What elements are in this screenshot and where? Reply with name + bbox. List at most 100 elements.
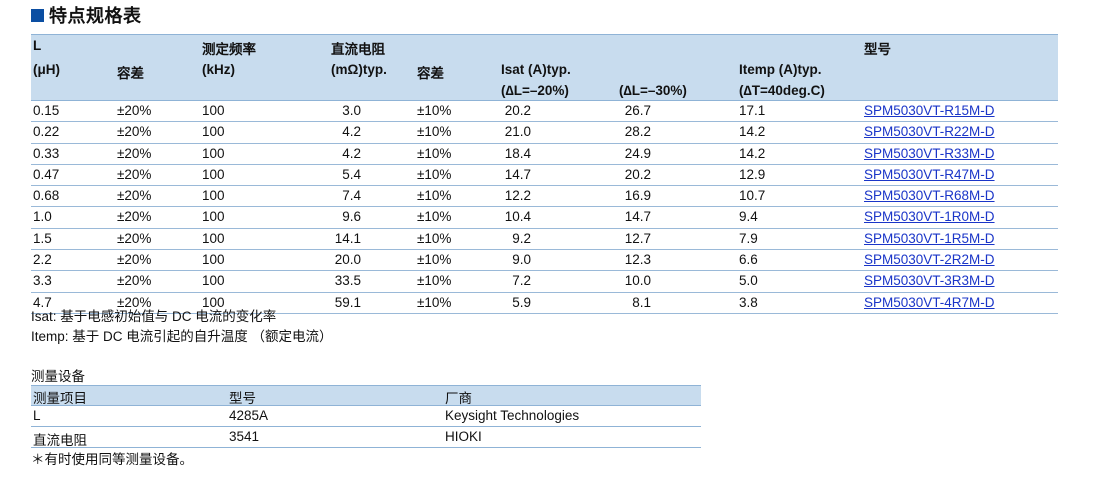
part-number-link[interactable]: SPM5030VT-R15M-D xyxy=(864,103,995,118)
cell-isat20: 9.2 xyxy=(512,230,531,246)
cell-part: SPM5030VT-1R5M-D xyxy=(864,231,995,246)
cell-isat20: 9.0 xyxy=(512,252,531,268)
eq-cell-model: 4285A xyxy=(229,408,269,423)
cell-part: SPM5030VT-2R2M-D xyxy=(864,252,995,267)
cell-tol: ±20% xyxy=(117,124,152,140)
part-number-link[interactable]: SPM5030VT-4R7M-D xyxy=(864,294,995,310)
note-itemp: Itemp: 基于 DC 电流引起的自升温度 （额定电流） xyxy=(31,329,333,344)
cell-itemp: 3.8 xyxy=(739,294,758,310)
cell-isat20: 10.4 xyxy=(504,209,531,225)
col-header-isat-30: (∆L=–30%) xyxy=(619,83,687,98)
cell-isat30: 10.0 xyxy=(624,273,651,289)
cell-dcr: 3.0 xyxy=(342,103,361,118)
section-heading: 特点规格表 xyxy=(31,4,142,26)
col-header-itemp-cond: (∆T=40deg.C) xyxy=(739,83,825,98)
cell-itemp: 17.1 xyxy=(739,103,766,118)
cell-isat30: 24.9 xyxy=(624,145,651,161)
cell-dtol: ±10% xyxy=(417,252,452,268)
cell-dcr: 9.6 xyxy=(342,209,361,225)
cell-itemp: 9.4 xyxy=(739,209,758,225)
eq-header-item: 测量项目 xyxy=(33,391,87,406)
table-row: 0.47 ±20% 100 5.4 ±10% 14.7 20.2 12.9 SPM5030VT-… xyxy=(31,165,1058,187)
cell-isat30: 14.7 xyxy=(624,209,651,225)
part-number-link[interactable]: SPM5030VT-R68M-D xyxy=(864,188,995,204)
spec-table: L (μH) 容差 测定频率 (kHz) 直流电阻 (mΩ)typ. 容差 Is… xyxy=(31,34,1058,314)
cell-freq: 100 xyxy=(202,166,225,182)
eq-cell-model: 3541 xyxy=(229,429,260,444)
cell-isat30: 12.3 xyxy=(624,252,651,268)
cell-dcr: 14.1 xyxy=(334,230,361,246)
cell-freq: 100 xyxy=(202,124,225,140)
table-row: 1.5 ±20% 100 14.1 ±10% 9.2 12.7 7.9 SPM5030VT-1R… xyxy=(31,229,1058,251)
cell-dtol: ±10% xyxy=(417,209,452,225)
part-number-link[interactable]: SPM5030VT-R22M-D xyxy=(864,124,995,140)
cell-part: SPM5030VT-4R7M-D xyxy=(864,295,995,310)
col-header-freq-unit: (kHz) xyxy=(202,62,235,77)
cell-tol: ±20% xyxy=(117,209,152,225)
spec-table-body: 0.15 ±20% 100 3.0 ±10% 20.2 26.7 17.1 SPM5030VT-… xyxy=(31,101,1058,314)
cell-freq: 100 xyxy=(202,294,225,310)
cell-itemp: 10.7 xyxy=(739,188,766,204)
table-row: 0.22 ±20% 100 4.2 ±10% 21.0 28.2 14.2 SPM5030VT-… xyxy=(31,122,1058,144)
cell-dtol: ±10% xyxy=(417,166,452,182)
cell-dcr: 5.4 xyxy=(342,166,361,182)
cell-part: SPM5030VT-R22M-D xyxy=(864,124,995,139)
cell-isat30: 8.1 xyxy=(632,294,651,310)
cell-isat20: 18.4 xyxy=(504,145,531,161)
cell-part: SPM5030VT-3R3M-D xyxy=(864,273,995,288)
cell-dcr: 33.5 xyxy=(334,273,361,289)
table-row: 0.68 ±20% 100 7.4 ±10% 12.2 16.9 10.7 SPM5030VT-… xyxy=(31,186,1058,208)
cell-itemp: 14.2 xyxy=(739,145,766,161)
part-number-link[interactable]: SPM5030VT-1R0M-D xyxy=(864,209,995,225)
cell-part: SPM5030VT-R15M-D xyxy=(864,103,995,118)
eq-cell-maker: Keysight Technologies xyxy=(445,408,580,423)
col-header-itemp: Itemp (A)typ. xyxy=(739,62,822,77)
cell-isat20: 12.2 xyxy=(504,188,531,204)
cell-tol: ±20% xyxy=(117,166,152,182)
table-row: 2.2 ±20% 100 20.0 ±10% 9.0 12.3 6.6 SPM5030VT-2R… xyxy=(31,250,1058,272)
eq-cell-item: L xyxy=(33,408,41,423)
cell-isat30: 20.2 xyxy=(624,166,651,182)
cell-isat30: 26.7 xyxy=(624,103,651,118)
cell-dtol: ±10% xyxy=(417,124,452,140)
eq-header-maker: 厂商 xyxy=(445,391,472,406)
table-row: 4.7 ±20% 100 59.1 ±10% 5.9 8.1 3.8 SPM5030VT-4R7… xyxy=(31,293,1058,314)
part-number-link[interactable]: SPM5030VT-R33M-D xyxy=(864,145,995,161)
cell-tol: ±20% xyxy=(117,294,152,310)
part-number-link[interactable]: SPM5030VT-1R5M-D xyxy=(864,230,995,246)
col-header-isat: Isat (A)typ. xyxy=(501,62,571,77)
part-number-link[interactable]: SPM5030VT-3R3M-D xyxy=(864,273,995,289)
cell-dcr: 7.4 xyxy=(342,188,361,204)
equipment-footnote: ＊有时使用同等测量设备。 xyxy=(31,452,193,467)
eq-header-model: 型号 xyxy=(229,391,256,406)
section-title: 特点规格表 xyxy=(49,6,142,26)
cell-dtol: ±10% xyxy=(417,188,452,204)
part-number-link[interactable]: SPM5030VT-R47M-D xyxy=(864,166,995,182)
table-row: 直流电阻 3541 HIOKI xyxy=(31,427,701,448)
cell-dcr: 20.0 xyxy=(334,252,361,268)
cell-isat20: 14.7 xyxy=(504,166,531,182)
cell-itemp: 12.9 xyxy=(739,166,766,182)
cell-l: 0.15 xyxy=(33,103,60,118)
col-header-tolerance-dcr: 容差 xyxy=(417,66,444,81)
cell-part: SPM5030VT-R33M-D xyxy=(864,146,995,161)
equipment-table: 测量项目 型号 厂商 L 4285A Keysight Technologies 直流… xyxy=(31,385,701,448)
cell-freq: 100 xyxy=(202,103,225,118)
cell-freq: 100 xyxy=(202,252,225,268)
cell-part: SPM5030VT-1R0M-D xyxy=(864,209,995,224)
spec-table-header: L (μH) 容差 测定频率 (kHz) 直流电阻 (mΩ)typ. 容差 Is… xyxy=(31,34,1058,101)
cell-freq: 100 xyxy=(202,230,225,246)
cell-l: 0.47 xyxy=(33,166,60,182)
equipment-table-body: L 4285A Keysight Technologies 直流电阻 3541 HIOKI xyxy=(31,406,701,448)
cell-dcr: 4.2 xyxy=(342,145,361,161)
cell-tol: ±20% xyxy=(117,103,152,118)
cell-l: 1.5 xyxy=(33,230,52,246)
note-isat: Isat: 基于电感初始值与 DC 电流的变化率 xyxy=(31,309,277,324)
cell-tol: ±20% xyxy=(117,252,152,268)
cell-dcr: 4.2 xyxy=(342,124,361,140)
cell-l: 1.0 xyxy=(33,209,52,225)
cell-l: 0.33 xyxy=(33,145,60,161)
cell-itemp: 6.6 xyxy=(739,252,758,268)
table-row: L 4285A Keysight Technologies xyxy=(31,406,701,427)
part-number-link[interactable]: SPM5030VT-2R2M-D xyxy=(864,252,995,268)
